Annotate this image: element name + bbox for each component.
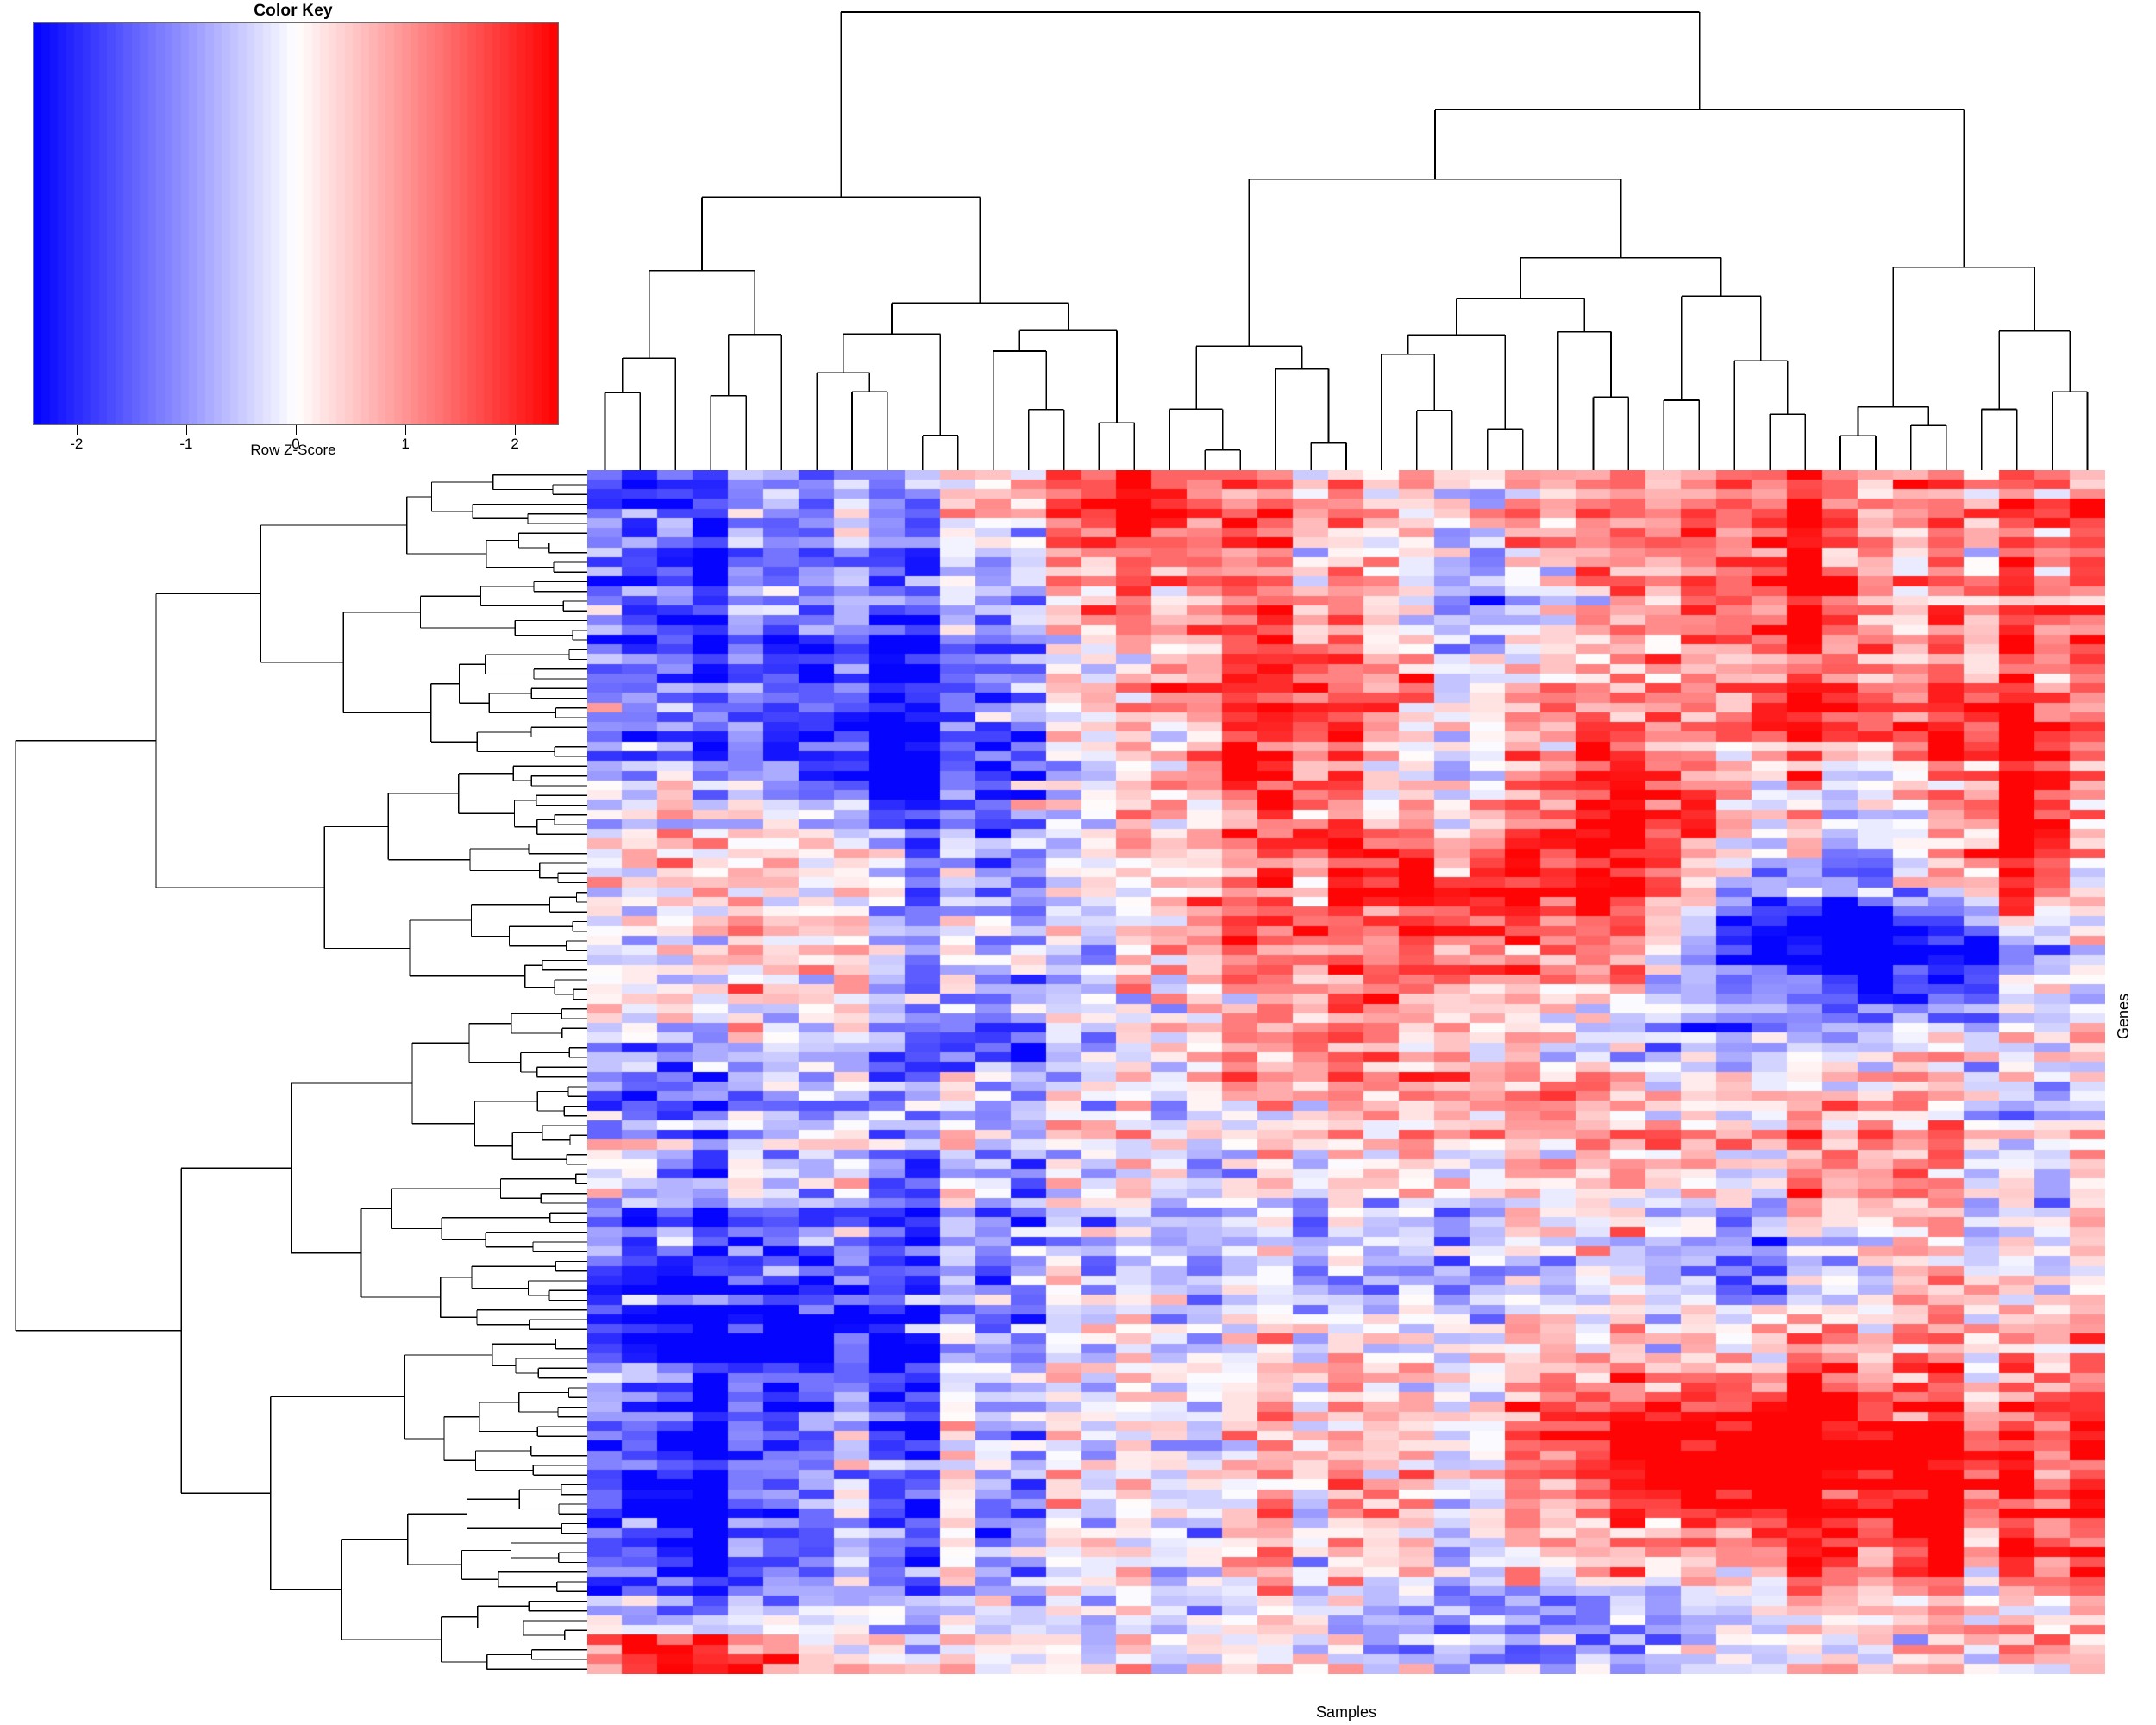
color-key-tick bbox=[405, 425, 407, 435]
column-dendrogram-svg bbox=[604, 11, 2089, 470]
column-dendrogram bbox=[587, 0, 2105, 470]
color-key-axis-label: Row Z-Score bbox=[250, 442, 336, 458]
color-key-gradient bbox=[34, 23, 558, 424]
color-key-tick-label: -2 bbox=[70, 436, 84, 452]
color-key-tick bbox=[296, 425, 297, 435]
columns-axis-label: Samples bbox=[1315, 1703, 1377, 1721]
color-key-panel: Color Key -2 -1 0 1 2 Row Z-Score bbox=[0, 0, 586, 466]
heatmap-canvas bbox=[587, 470, 2105, 1674]
rows-axis-label: Genes bbox=[2115, 993, 2132, 1039]
color-key-gradient-box bbox=[33, 22, 559, 425]
row-dendrogram-svg bbox=[15, 474, 587, 1670]
color-key-tick-label: 0 bbox=[291, 436, 300, 452]
color-key-tick bbox=[515, 425, 517, 435]
color-key-tick bbox=[76, 425, 78, 435]
row-dendrogram bbox=[0, 470, 587, 1674]
heatmap-matrix bbox=[587, 470, 2105, 1674]
color-key-tick-label: -1 bbox=[179, 436, 193, 452]
color-key-tick bbox=[185, 425, 187, 435]
color-key-tick-label: 1 bbox=[401, 436, 410, 452]
row-dendrogram-links bbox=[15, 474, 587, 1670]
color-key-axis: -2 -1 0 1 2 bbox=[33, 425, 559, 452]
color-key-tick-label: 2 bbox=[511, 436, 519, 452]
color-key-title: Color Key bbox=[254, 2, 333, 20]
column-dendrogram-links bbox=[604, 11, 2089, 470]
